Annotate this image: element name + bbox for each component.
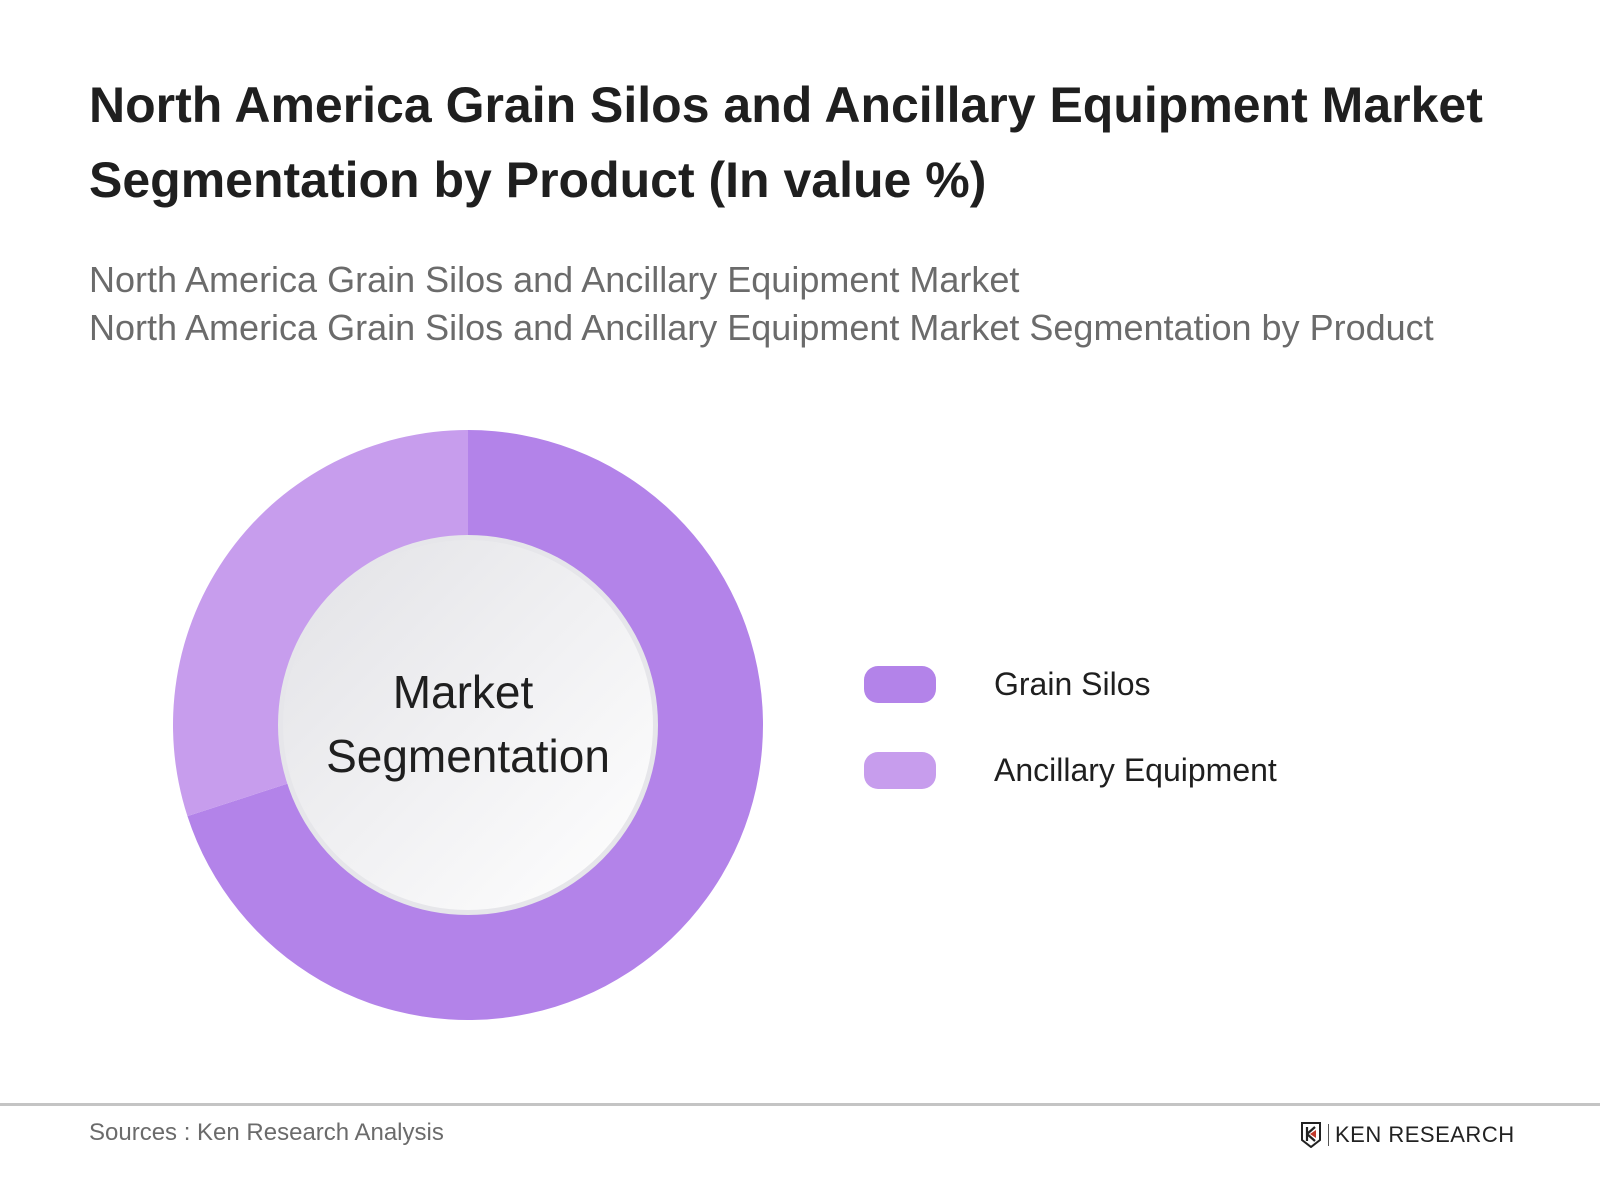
- title-line-2: Segmentation by Product (In value %): [89, 152, 987, 208]
- legend-label: Grain Silos: [994, 665, 1151, 702]
- legend-swatch: [864, 751, 936, 789]
- center-circle: [283, 540, 653, 910]
- sources-note: Sources : Ken Research Analysis: [89, 1119, 444, 1146]
- logo-text: KEN RESEARCH: [1335, 1122, 1515, 1147]
- center-label-line-2: Segmentation: [326, 730, 610, 782]
- subtitle-line-2: North America Grain Silos and Ancillary …: [89, 307, 1434, 348]
- donut-slice-grain-silos: [187, 430, 763, 1020]
- legend-swatch: [864, 665, 936, 703]
- chart-title: North America Grain Silos and Ancillary …: [89, 68, 1569, 218]
- ken-logo-icon: [1301, 1122, 1321, 1148]
- legend-item-grain-silos: Grain Silos: [864, 665, 1151, 703]
- center-label-line-1: Market: [393, 666, 534, 718]
- logo-separator: [1328, 1124, 1329, 1146]
- subtitle-line-1: North America Grain Silos and Ancillary …: [89, 259, 1020, 300]
- title-line-1: North America Grain Silos and Ancillary …: [89, 77, 1483, 133]
- legend-label: Ancillary Equipment: [994, 751, 1277, 788]
- ken-research-logo: KEN RESEARCH: [1300, 1122, 1515, 1148]
- footer-divider: [0, 1103, 1600, 1106]
- legend-item-ancillary-equipment: Ancillary Equipment: [864, 751, 1277, 789]
- donut-chart: Market Segmentation: [172, 429, 763, 1020]
- chart-subtitle: North America Grain Silos and Ancillary …: [89, 256, 1589, 352]
